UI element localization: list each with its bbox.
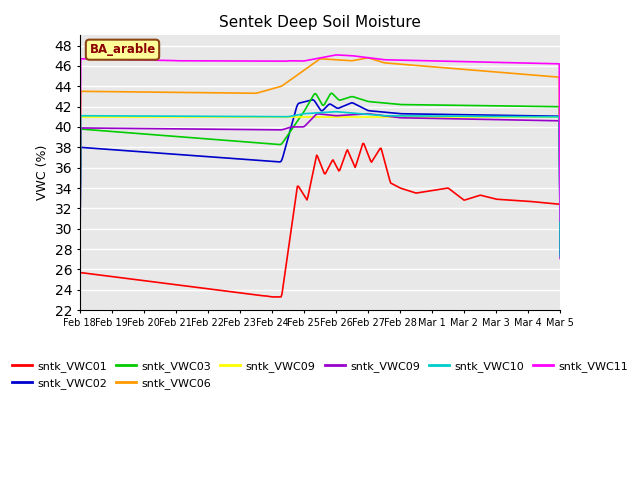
Legend: sntk_VWC01, sntk_VWC02, sntk_VWC03, sntk_VWC06, sntk_VWC09, sntk_VWC09, sntk_VWC: sntk_VWC01, sntk_VWC02, sntk_VWC03, sntk… (7, 357, 633, 393)
Title: Sentek Deep Soil Moisture: Sentek Deep Soil Moisture (219, 15, 421, 30)
Y-axis label: VWC (%): VWC (%) (36, 145, 49, 201)
Text: BA_arable: BA_arable (90, 43, 156, 56)
